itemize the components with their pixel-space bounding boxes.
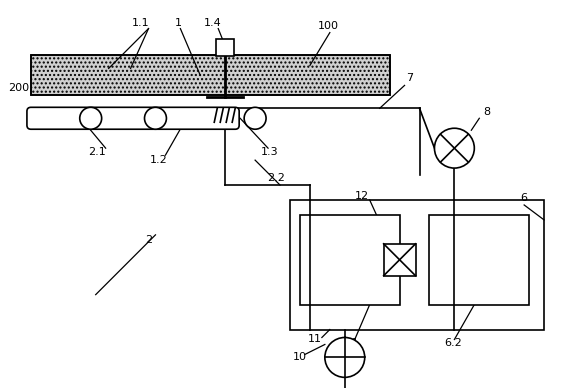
Text: 7: 7	[406, 74, 413, 83]
Circle shape	[325, 338, 365, 377]
Text: 11: 11	[308, 335, 322, 345]
Text: 12: 12	[355, 191, 369, 201]
Bar	[31, 56, 389, 95]
Text: 1.3: 1.3	[262, 147, 279, 157]
Bar	[216, 39, 234, 56]
Text: 1.1: 1.1	[132, 18, 150, 28]
Circle shape	[435, 128, 475, 168]
Text: 8: 8	[484, 107, 491, 117]
Text: 2: 2	[145, 235, 152, 245]
Text: 1: 1	[175, 18, 182, 28]
Text: 6: 6	[521, 193, 528, 203]
Text: 1.2: 1.2	[150, 155, 167, 165]
Text: 6.2: 6.2	[444, 338, 463, 349]
Bar	[429, 215, 529, 305]
Text: 10: 10	[293, 352, 307, 363]
Circle shape	[244, 107, 266, 129]
Bar	[31, 56, 389, 95]
Text: 1.4: 1.4	[203, 18, 221, 28]
Text: 2.1: 2.1	[88, 147, 106, 157]
Bar	[384, 244, 416, 276]
Text: 100: 100	[317, 21, 339, 31]
Circle shape	[144, 107, 166, 129]
Text: 200: 200	[9, 83, 30, 93]
FancyBboxPatch shape	[27, 107, 239, 129]
Bar	[290, 200, 544, 329]
Bar	[300, 215, 400, 305]
Text: 6.1: 6.1	[341, 338, 359, 349]
Circle shape	[80, 107, 102, 129]
Text: 2.2: 2.2	[267, 173, 285, 183]
